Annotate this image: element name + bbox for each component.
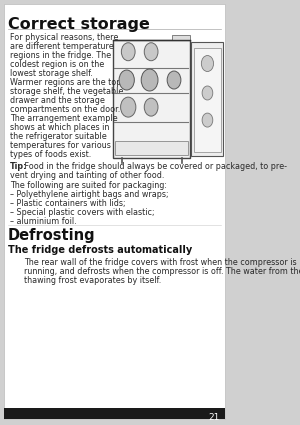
Text: Food in the fridge should always be covered or packaged, to pre-: Food in the fridge should always be cove… — [22, 162, 287, 171]
Text: thawing frost evaporates by itself.: thawing frost evaporates by itself. — [24, 276, 161, 285]
Circle shape — [141, 69, 158, 91]
Text: lowest storage shelf.: lowest storage shelf. — [10, 69, 93, 78]
Circle shape — [201, 56, 214, 71]
Text: shows at which places in: shows at which places in — [10, 123, 109, 132]
FancyBboxPatch shape — [113, 40, 190, 158]
Circle shape — [202, 113, 213, 127]
Circle shape — [122, 43, 135, 61]
Text: Warmer regions are the top: Warmer regions are the top — [10, 78, 121, 87]
Text: are different temperature: are different temperature — [10, 42, 114, 51]
Text: compartments on the door.: compartments on the door. — [10, 105, 120, 114]
Text: – Special plastic covers with elastic;: – Special plastic covers with elastic; — [10, 208, 154, 217]
Text: Tip:: Tip: — [10, 162, 27, 171]
Text: the refrigerator suitable: the refrigerator suitable — [10, 132, 107, 141]
FancyBboxPatch shape — [4, 408, 225, 419]
Text: The following are suited for packaging:: The following are suited for packaging: — [10, 181, 167, 190]
FancyBboxPatch shape — [172, 35, 190, 40]
Text: coldest region is on the: coldest region is on the — [10, 60, 104, 69]
FancyBboxPatch shape — [115, 141, 188, 155]
FancyBboxPatch shape — [194, 48, 221, 152]
Text: regions in the fridge. The: regions in the fridge. The — [10, 51, 111, 60]
FancyBboxPatch shape — [191, 42, 224, 156]
Circle shape — [144, 98, 158, 116]
Circle shape — [167, 71, 181, 89]
Text: 21: 21 — [208, 414, 220, 422]
Text: The rear wall of the fridge covers with frost when the compressor is: The rear wall of the fridge covers with … — [24, 258, 296, 266]
Text: types of foods exist.: types of foods exist. — [10, 150, 91, 159]
Text: The arrangement example: The arrangement example — [10, 114, 118, 123]
Circle shape — [119, 70, 134, 90]
Text: vent drying and tainting of other food.: vent drying and tainting of other food. — [10, 171, 164, 180]
Circle shape — [202, 86, 213, 100]
Text: storage shelf, the vegetable: storage shelf, the vegetable — [10, 87, 123, 96]
Text: – Plastic containers with lids;: – Plastic containers with lids; — [10, 198, 125, 208]
Circle shape — [121, 97, 136, 117]
Text: – aluminium foil.: – aluminium foil. — [10, 217, 76, 226]
Text: temperatures for various: temperatures for various — [10, 141, 111, 150]
Circle shape — [144, 43, 158, 61]
FancyBboxPatch shape — [4, 4, 225, 419]
Text: Correct storage: Correct storage — [8, 17, 149, 32]
Text: – Polyethylene airtight bags and wraps;: – Polyethylene airtight bags and wraps; — [10, 190, 169, 198]
Text: running, and defrosts when the compressor is off. The water from the: running, and defrosts when the compresso… — [24, 266, 300, 276]
Text: The fridge defrosts automatically: The fridge defrosts automatically — [8, 245, 192, 255]
Text: Defrosting: Defrosting — [8, 228, 95, 243]
Text: drawer and the storage: drawer and the storage — [10, 96, 105, 105]
Text: For physical reasons, there: For physical reasons, there — [10, 33, 118, 42]
